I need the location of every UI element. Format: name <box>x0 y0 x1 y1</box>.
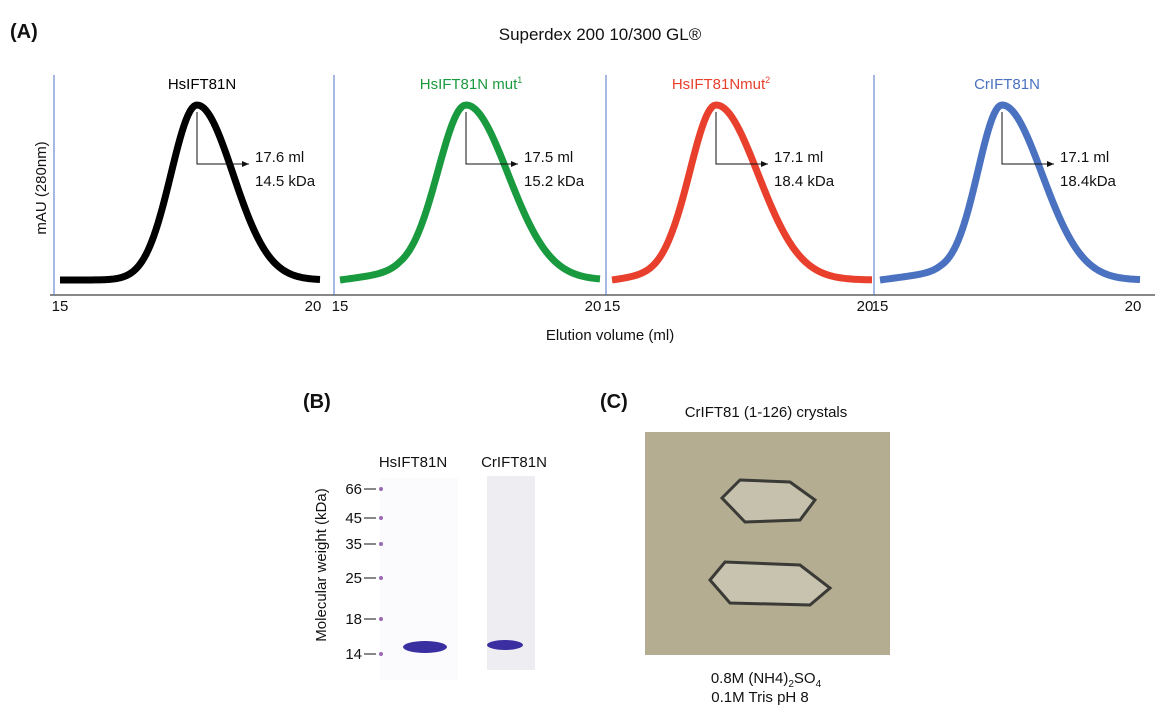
marker-label: 18 <box>345 611 362 628</box>
peak-annotation: 18.4 kDa <box>774 173 835 190</box>
panel-title: CrIFT81 (1-126) crystals <box>685 404 848 421</box>
chart-title: CrIFT81N <box>974 76 1040 93</box>
lane-label: CrIFT81N <box>481 454 547 471</box>
caption-part: SO <box>794 670 816 687</box>
peak-arrow <box>465 112 518 167</box>
panel-label: (B) <box>303 391 331 413</box>
marker-label: 66 <box>345 481 362 498</box>
ladder-band <box>379 487 383 491</box>
lane-label: HsIFT81N <box>379 454 447 471</box>
peak-annotation: 15.2 kDa <box>524 173 585 190</box>
panel-label: (A) <box>10 21 38 43</box>
marker-label: 14 <box>345 646 362 663</box>
peak-arrow <box>1001 112 1054 167</box>
chromatogram-trace <box>58 101 322 284</box>
x-tick-label: 15 <box>604 298 621 315</box>
peak-arrow <box>715 112 768 167</box>
chart-title-text: HsIFT81N mut <box>420 76 518 93</box>
marker-label: 25 <box>345 570 362 587</box>
caption: 0.1M Tris pH 8 <box>711 689 809 706</box>
peak-annotation: 14.5 kDa <box>255 173 316 190</box>
chart-title-sup: 2 <box>765 75 770 85</box>
marker-label: 35 <box>345 536 362 553</box>
peak-annotation: 17.5 ml <box>524 149 573 166</box>
x-axis-label: Elution volume (ml) <box>546 327 674 344</box>
ladder-band <box>379 617 383 621</box>
caption: 0.8M (NH4)2SO4 <box>711 670 822 690</box>
ladder-band <box>379 576 383 580</box>
x-tick-label: 20 <box>1125 298 1142 315</box>
caption-sub: 2 <box>788 679 794 690</box>
chromatogram-trace <box>338 101 602 284</box>
ladder-band <box>379 652 383 656</box>
chart-title: HsIFT81N mut1 <box>420 75 523 93</box>
gel-band <box>403 641 447 653</box>
chart-title-text: CrIFT81N <box>974 76 1040 93</box>
x-tick-label: 20 <box>305 298 322 315</box>
chromatogram-trace <box>610 101 874 284</box>
chart-title-text: HsIFT81Nmut <box>672 76 766 93</box>
peak-annotation: 17.1 ml <box>774 149 823 166</box>
gel-band <box>487 640 523 650</box>
caption-part: 0.8M (NH4) <box>711 670 789 687</box>
x-tick-label: 20 <box>857 298 874 315</box>
peak-annotation: 17.1 ml <box>1060 149 1109 166</box>
x-tick-label: 15 <box>332 298 349 315</box>
ladder-band <box>379 542 383 546</box>
chart-title-text: HsIFT81N <box>168 76 236 93</box>
marker-label: 45 <box>345 510 362 527</box>
peak-arrow <box>196 112 249 167</box>
gel-lane <box>487 476 535 670</box>
x-tick-label: 15 <box>872 298 889 315</box>
x-tick-label: 15 <box>52 298 69 315</box>
crystal-photo <box>645 432 890 655</box>
chart-title-sup: 1 <box>517 75 522 85</box>
chromatogram-trace <box>878 101 1142 284</box>
chart-title: HsIFT81N <box>168 76 236 93</box>
panel-label: (C) <box>600 391 628 413</box>
crystal <box>708 560 833 607</box>
crystal <box>719 478 818 524</box>
panel-title: Superdex 200 10/300 GL® <box>499 25 702 44</box>
peak-annotation: 18.4kDa <box>1060 173 1117 190</box>
y-axis-label: mAU (280nm) <box>33 141 50 234</box>
peak-annotation: 17.6 ml <box>255 149 304 166</box>
x-tick-label: 20 <box>585 298 602 315</box>
ladder-band <box>379 516 383 520</box>
chart-title: HsIFT81Nmut2 <box>672 75 770 93</box>
y-axis-label: Molecular weight (kDa) <box>313 488 330 641</box>
caption-sub: 4 <box>816 679 822 690</box>
